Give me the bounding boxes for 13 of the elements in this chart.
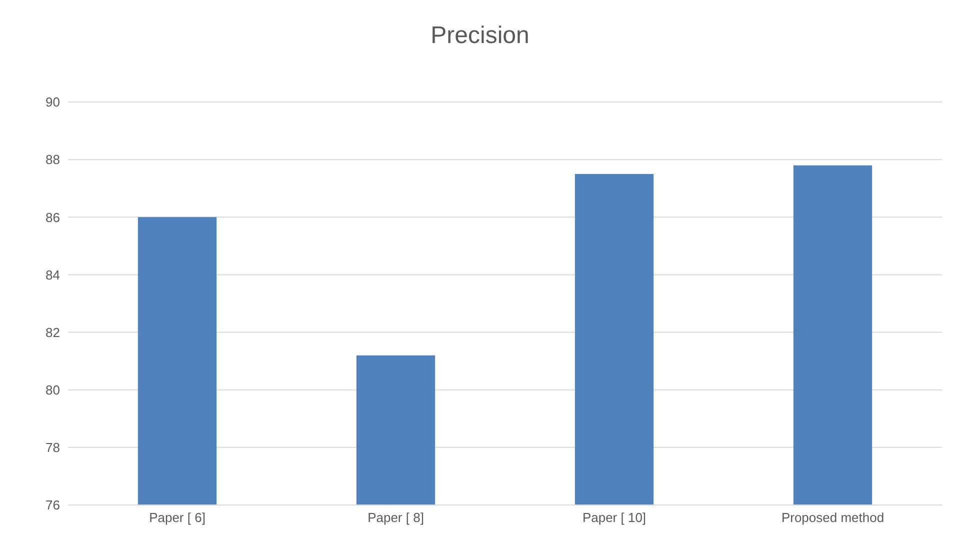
x-tick-label: Proposed method (781, 510, 884, 526)
chart-title: Precision (430, 21, 530, 51)
x-tick-label: Paper [ 10] (582, 510, 646, 526)
y-tick-label: 88 (46, 152, 60, 168)
y-tick-label: 84 (46, 267, 60, 282)
y-tick-label: 78 (46, 440, 60, 456)
y-tick-label: 86 (46, 210, 60, 225)
x-tick-label: Paper [ 8] (368, 510, 424, 526)
y-tick-label: 76 (46, 498, 60, 513)
x-tick-label: Paper [ 6] (149, 510, 206, 526)
y-tick-label: 90 (46, 94, 60, 110)
y-tick-label: 80 (46, 382, 60, 398)
y-tick-label: 82 (46, 324, 60, 340)
